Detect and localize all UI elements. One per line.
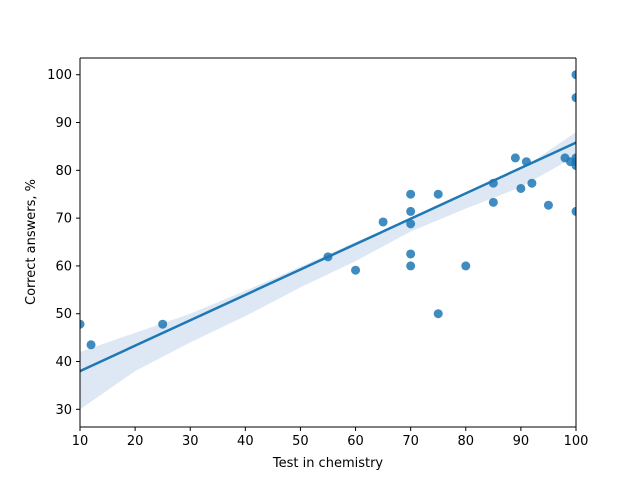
data-point [571,70,576,80]
x-tick-label: 20 [127,434,144,449]
confidence-band-layer [80,132,576,410]
x-axis-ticks: 10 20 30 40 50 60 70 80 90 100 [72,427,589,449]
data-point [571,206,576,216]
data-point [406,261,416,271]
y-tick-label: 30 [55,403,72,418]
data-point [571,161,576,171]
data-point [86,340,96,350]
data-point [543,200,553,210]
data-point [516,183,526,193]
y-axis-ticks: 30 40 50 60 70 80 90 100 [47,68,80,418]
y-tick-label: 50 [55,307,72,322]
y-tick-label: 90 [55,116,72,131]
data-point [406,219,416,229]
x-tick-label: 30 [182,434,199,449]
data-point [571,93,576,103]
x-tick-label: 80 [458,434,475,449]
x-tick-label: 70 [402,434,419,449]
data-point [461,261,471,271]
data-point [433,189,443,199]
data-point [406,206,416,216]
x-axis-label: Test in chemistry [272,456,384,471]
x-tick-label: 40 [237,434,254,449]
data-points-layer [80,70,576,350]
y-tick-label: 60 [55,259,72,274]
y-tick-label: 40 [55,355,72,370]
data-point [406,249,416,259]
data-point [80,319,85,329]
data-point [488,178,498,188]
y-axis-label: Correct answers, % [24,179,39,305]
x-tick-label: 100 [564,434,589,449]
data-point [510,153,520,163]
data-point [406,189,416,199]
x-tick-label: 60 [347,434,364,449]
data-point [323,252,333,262]
y-tick-label: 70 [55,212,72,227]
x-tick-label: 50 [292,434,309,449]
confidence-band [80,132,576,410]
data-point [527,178,537,188]
data-point [351,265,361,275]
data-point [378,217,388,227]
data-point [488,197,498,207]
y-tick-label: 100 [47,68,72,83]
x-tick-label: 10 [72,434,89,449]
data-point [158,319,168,329]
data-point [521,157,531,167]
axes-frame [79,57,577,428]
y-tick-label: 80 [55,164,72,179]
data-point [433,309,443,319]
x-tick-label: 90 [513,434,530,449]
